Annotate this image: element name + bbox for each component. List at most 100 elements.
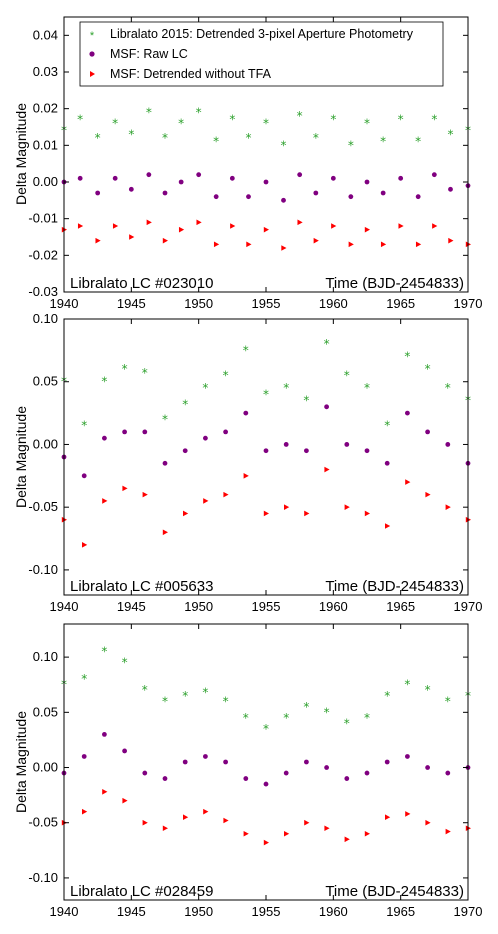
- circle-data-point: [182, 448, 188, 454]
- triangle-data-point: [230, 223, 236, 229]
- triangle-data-point: [364, 510, 370, 517]
- circle-data-point: [102, 732, 107, 737]
- triangle-data-point: [331, 223, 337, 229]
- triangle-data-point: [425, 819, 431, 826]
- circle-data-point: [178, 179, 184, 185]
- circle-data-point: [398, 175, 404, 181]
- triangle-data-point: [223, 817, 229, 824]
- circle-data-point: [324, 404, 329, 410]
- circle-data-point: [223, 759, 229, 765]
- circle-data-point: [445, 770, 451, 776]
- panel-1: ************************ * -0.03 -0.02 -0…: [13, 16, 482, 311]
- legend: * Libralato 2015: Detrended 3-pixel Aper…: [79, 21, 444, 87]
- y-tick-label: 0.02: [33, 101, 58, 116]
- circle-data-point: [77, 175, 83, 181]
- circle-data-point: [297, 172, 303, 178]
- star-data-point: *: [182, 397, 188, 411]
- star-data-point: *: [243, 711, 249, 725]
- star-data-point: *: [324, 337, 330, 351]
- star-data-point: *: [213, 135, 219, 149]
- star-data-point: *: [415, 135, 421, 149]
- panel-1-y-axis-label: Delta Magnitude: [13, 103, 29, 205]
- circle-data-point: [448, 186, 453, 192]
- star-data-point: *: [202, 381, 208, 395]
- x-tick-label: 1940: [50, 904, 79, 919]
- star-data-point: *: [344, 368, 350, 382]
- star-data-point: *: [380, 135, 386, 149]
- y-tick-label: 0.01: [33, 137, 58, 152]
- panel-2-y-axis-label: Delta Magnitude: [13, 406, 29, 508]
- star-data-point: *: [404, 678, 410, 692]
- circle-data-point: [243, 410, 249, 416]
- triangle-data-point: [162, 825, 168, 832]
- circle-data-point: [246, 194, 251, 200]
- triangle-data-point: [82, 808, 88, 815]
- x-tick-label: 1950: [184, 904, 213, 919]
- triangle-data-point: [385, 814, 391, 820]
- triangle-data-point: [380, 241, 387, 248]
- star-data-point: *: [243, 343, 249, 357]
- panel-2-x-axis-label: Time (BJD-2454833): [325, 578, 464, 595]
- star-data-point: *: [128, 127, 134, 141]
- triangle-data-point: [178, 226, 185, 233]
- x-tick-label: 1970: [454, 904, 483, 919]
- x-tick-label: 1960: [319, 599, 348, 614]
- circle-data-point: [229, 175, 235, 181]
- star-data-point: *: [146, 105, 152, 119]
- circle-data-point: [142, 429, 148, 435]
- circle-data-point: [384, 759, 390, 765]
- circle-data-point: [380, 190, 386, 196]
- panel-1-x-axis-label: Time (BJD-2454833): [325, 275, 464, 292]
- x-tick-label: 1940: [50, 599, 79, 614]
- circle-data-point: [405, 754, 410, 759]
- x-tick-label: 1955: [252, 904, 281, 919]
- star-data-point: *: [324, 705, 330, 719]
- triangle-data-point: [162, 237, 168, 244]
- triangle-data-point: [102, 498, 108, 504]
- circle-data-point: [203, 435, 208, 441]
- triangle-data-point: [246, 241, 252, 248]
- y-tick-label: 0.00: [33, 760, 58, 775]
- star-data-point: *: [281, 138, 287, 152]
- star-data-point: *: [263, 722, 269, 736]
- triangle-data-point: [112, 223, 119, 229]
- star-data-point: *: [425, 683, 431, 697]
- triangle-data-point: [146, 219, 152, 226]
- triangle-data-point: [405, 479, 411, 485]
- triangle-data-point: [203, 808, 209, 815]
- y-tick-label: 0.00: [33, 174, 58, 189]
- circle-data-point: [364, 179, 370, 185]
- star-data-point: *: [431, 113, 437, 127]
- triangle-data-point: [263, 226, 269, 233]
- circle-data-point: [122, 429, 127, 435]
- circle-data-point: [102, 435, 107, 441]
- circle-data-point: [304, 448, 309, 454]
- x-tick-label: 1940: [50, 296, 79, 311]
- star-data-point: *: [245, 131, 251, 145]
- panel-3-ticks: [63, 624, 469, 900]
- star-data-point: *: [303, 700, 309, 714]
- star-data-point: *: [447, 127, 453, 141]
- circle-data-point: [213, 194, 219, 200]
- circle-data-point: [324, 765, 329, 770]
- circle-data-point: [364, 770, 370, 776]
- triangle-data-point: [129, 234, 135, 240]
- star-data-point: *: [384, 689, 390, 703]
- circle-data-point: [313, 190, 319, 196]
- circle-data-point: [142, 770, 148, 776]
- triangle-data-point: [281, 245, 287, 251]
- circle-data-point: [81, 473, 87, 479]
- y-tick-label: -0.05: [28, 499, 58, 514]
- legend-entry-label: MSF: Detrended without TFA: [110, 67, 272, 81]
- star-data-point: *: [122, 362, 128, 376]
- star-data-point: *: [398, 113, 404, 127]
- circle-data-point: [415, 194, 421, 200]
- circle-data-point: [283, 442, 289, 447]
- star-data-point: *: [142, 683, 148, 697]
- x-tick-label: 1960: [319, 296, 348, 311]
- triangle-data-point: [364, 226, 370, 233]
- triangle-data-point: [297, 219, 303, 226]
- triangle-data-point: [183, 510, 189, 517]
- panel-2-x-tick-labels: 1940 1945 1950 1955 1960 1965 1970: [50, 599, 483, 614]
- circle-data-point: [364, 448, 370, 454]
